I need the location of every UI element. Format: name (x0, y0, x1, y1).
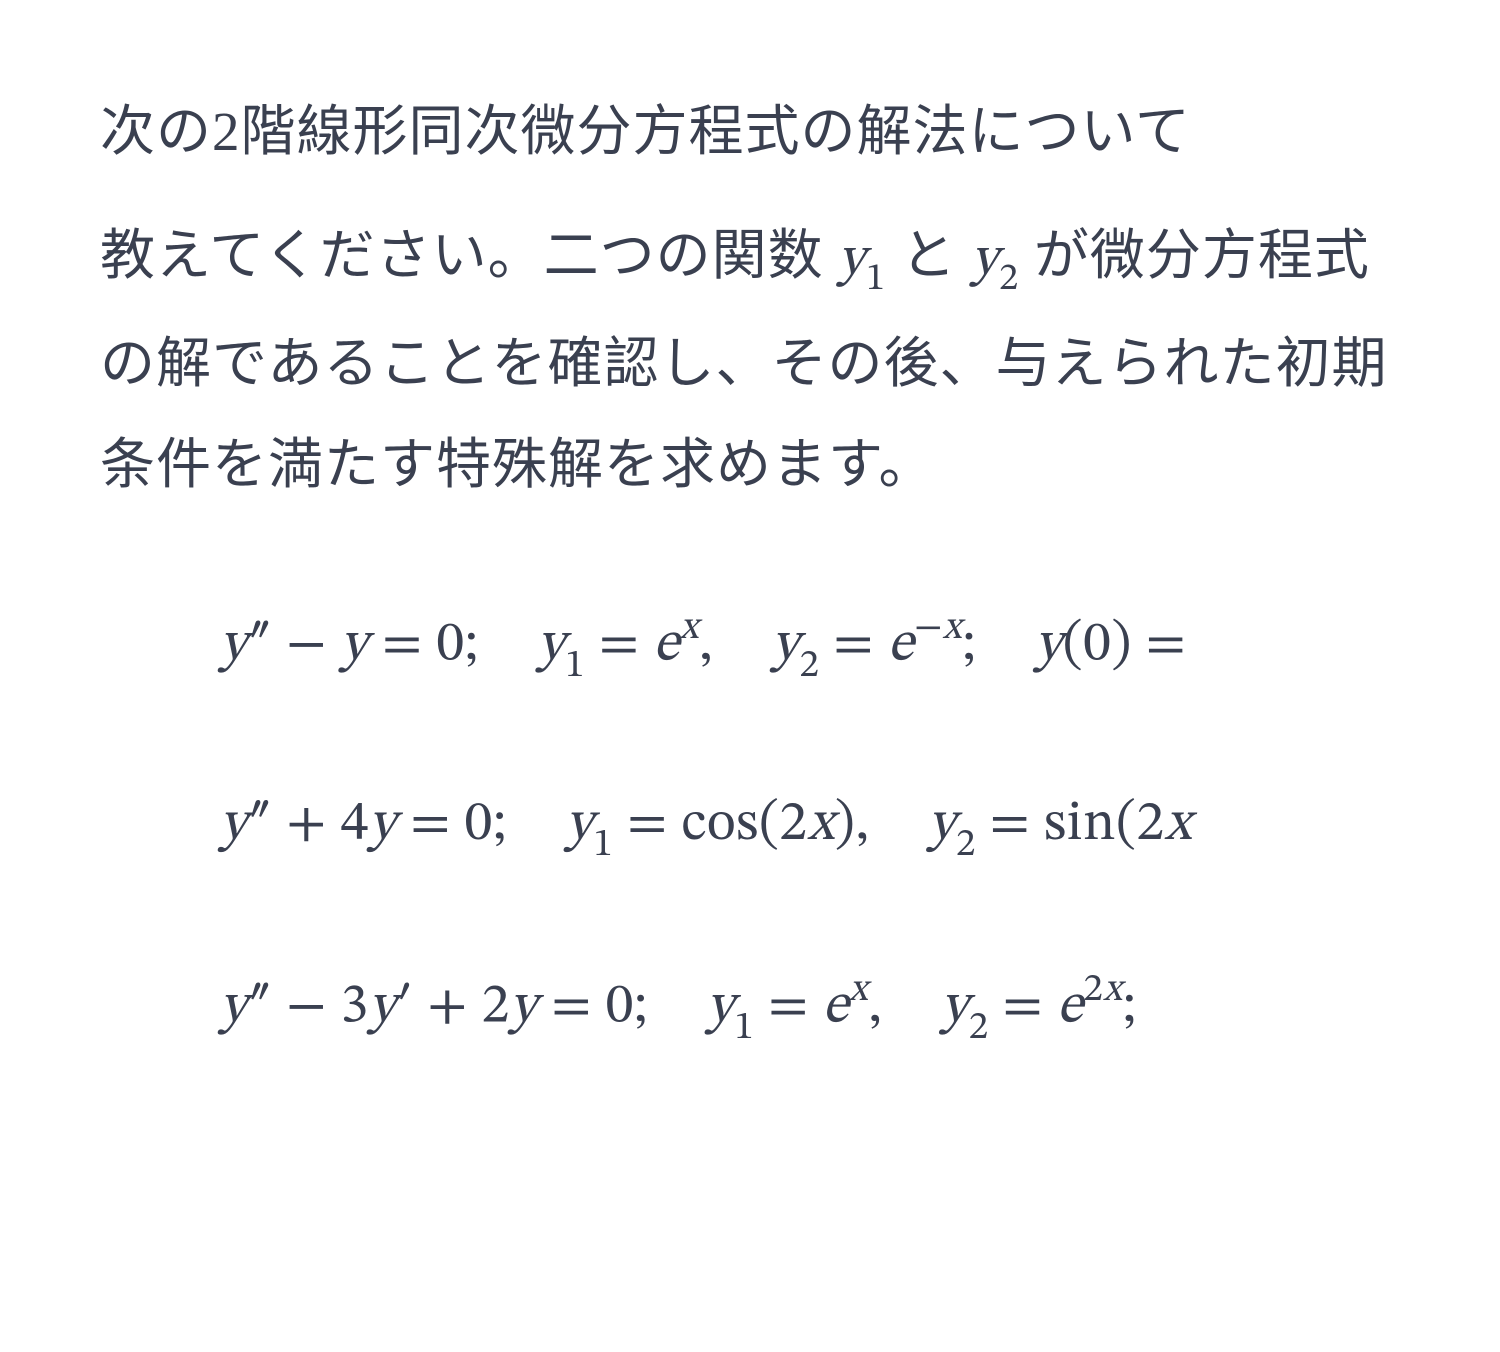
y1-eq: = (754, 980, 822, 1036)
ode-primes: ″ (248, 618, 273, 674)
y2-sub: 2 (800, 647, 820, 686)
y2-exp: x (943, 609, 962, 648)
y2-eq: = (989, 980, 1057, 1036)
ode-term-y: y (510, 980, 538, 1036)
ode-mid-y: y (369, 980, 397, 1036)
y2-exp: x (1103, 971, 1122, 1010)
ode-term-y: y (369, 797, 397, 853)
y1-base: e (653, 618, 679, 674)
y1-base: e (822, 980, 848, 1036)
y1-eq: = (613, 797, 681, 853)
y1-sub: 1 (734, 1009, 754, 1048)
ic-y: y (1035, 618, 1063, 674)
ode-primes: ″ (248, 797, 273, 853)
y2-semi: ; (962, 618, 976, 674)
ode-term-y: y (341, 618, 369, 674)
y1-comma: , (868, 980, 882, 1036)
y1-comma: , (699, 618, 713, 674)
problem-title: 次の2階線形同次微分方程式の解法について (100, 80, 1420, 185)
y1-exp: x (680, 609, 699, 648)
intro-text-between: と (886, 225, 972, 286)
y1-label: y (566, 797, 594, 853)
ode-eq: = 0; (368, 618, 479, 674)
intro-y2-symbol: y (972, 233, 1000, 288)
y2-sub: 2 (969, 1009, 989, 1048)
y1-eq: = (585, 618, 653, 674)
ode-mid-prime: ′ (396, 980, 413, 1036)
ode-op: + 4 (272, 797, 368, 853)
ode-op2: + 2 (414, 980, 510, 1036)
ic-arg: (0) (1063, 618, 1132, 674)
y1-label: y (538, 618, 566, 674)
y2-label: y (772, 618, 800, 674)
ode-eq: = 0; (396, 797, 507, 853)
y1-arg-close: ) (835, 797, 856, 853)
equation-row: y″ + 4y = 0;y1 = cos(2x),y2 = sin(2x (220, 789, 1420, 868)
ode-y: y (220, 797, 248, 853)
intro-y1-subscript: 1 (866, 261, 886, 299)
y2-base: e (888, 618, 914, 674)
ode-y: y (220, 980, 248, 1036)
y2-eq: = (976, 797, 1044, 853)
y2-label: y (928, 797, 956, 853)
ic-eq: = (1132, 618, 1186, 674)
y1-exp: x (849, 971, 868, 1010)
intro-text-1: 教えてください。二つの関数 (100, 225, 838, 286)
y2-sub: 2 (956, 826, 976, 865)
ode-primes: ″ (248, 980, 273, 1036)
y1-arg-x: x (808, 797, 835, 853)
y2-semi: ; (1123, 980, 1137, 1036)
intro-y2-subscript: 2 (999, 261, 1019, 299)
y2-arg-x: x (1165, 797, 1192, 853)
y2-arg-open: (2 (1116, 797, 1165, 853)
y1-sub: 1 (565, 647, 585, 686)
y2-label: y (941, 980, 969, 1036)
y2-eq: = (819, 618, 887, 674)
y2-func: sin (1044, 797, 1116, 853)
ode-op1: − 3 (272, 980, 368, 1036)
y1-label: y (707, 980, 735, 1036)
problem-intro: 教えてください。二つの関数 y1 と y2 が微分方程式の解であることを確認し、… (100, 205, 1420, 517)
intro-y1-symbol: y (838, 233, 866, 288)
ode-op: − (272, 618, 340, 674)
y2-exp-coeff: 2 (1083, 971, 1103, 1010)
y1-comma: , (855, 797, 869, 853)
ode-eq: = 0; (537, 980, 648, 1036)
y1-sub: 1 (593, 826, 613, 865)
y2-exp-minus: − (914, 609, 943, 648)
equation-row: y″ − 3y′ + 2y = 0;y1 = ex,y2 = e2x; (220, 968, 1420, 1051)
equation-row: y″ − y = 0;y1 = ex,y2 = e−x;y(0) = (220, 606, 1420, 689)
y1-func: cos (681, 797, 758, 853)
y1-arg-open: (2 (759, 797, 808, 853)
equations-block: y″ − y = 0;y1 = ex,y2 = e−x;y(0) = y″ + … (100, 606, 1420, 1051)
ode-y: y (220, 618, 248, 674)
y2-base: e (1057, 980, 1083, 1036)
